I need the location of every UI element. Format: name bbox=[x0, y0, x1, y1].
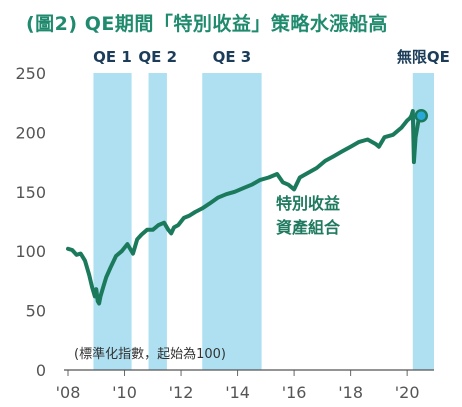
chart-title: (圖2) QE期間「特別收益」策略水漲船高 bbox=[26, 13, 388, 35]
qe-shade-1 bbox=[93, 73, 132, 370]
y-tick-label: 50 bbox=[26, 302, 46, 321]
x-tick-label: '18 bbox=[338, 383, 363, 402]
qe-shade-4 bbox=[412, 73, 434, 370]
qe-shade-2 bbox=[148, 73, 167, 370]
qe-label-2: QE 2 bbox=[138, 48, 177, 66]
qe-shade-3 bbox=[202, 73, 262, 370]
chart-note: (標準化指數，起始為100) bbox=[74, 346, 226, 362]
qe-shaded-periods: QE 1 QE 2 QE 3 無限QE bbox=[93, 48, 450, 370]
y-tick-label: 200 bbox=[15, 123, 46, 142]
x-tick-label: '10 bbox=[112, 383, 137, 402]
x-tick-label: '16 bbox=[282, 383, 307, 402]
qe-label-4: 無限QE bbox=[397, 48, 450, 66]
series-label-line2: 資產組合 bbox=[276, 218, 341, 237]
qe-label-1: QE 1 bbox=[93, 48, 132, 66]
y-tick-label: 0 bbox=[36, 361, 46, 380]
y-tick-label: 150 bbox=[15, 183, 46, 202]
x-tick-label: '14 bbox=[225, 383, 250, 402]
series-endpoint-marker bbox=[414, 109, 429, 123]
y-tick-label: 250 bbox=[15, 64, 46, 83]
series-line bbox=[66, 109, 424, 306]
y-tick-label: 100 bbox=[15, 242, 46, 261]
qe-label-3: QE 3 bbox=[213, 48, 252, 66]
x-tick-label: '12 bbox=[169, 383, 194, 402]
x-tick-label: '08 bbox=[56, 383, 81, 402]
y-axis: 0 50 100 150 200 250 bbox=[15, 64, 46, 380]
x-tick-label: '20 bbox=[395, 383, 420, 402]
x-axis: '08 '10 '12 '14 '16 '18 '20 bbox=[56, 370, 420, 402]
series-label-line1: 特別收益 bbox=[276, 194, 340, 213]
